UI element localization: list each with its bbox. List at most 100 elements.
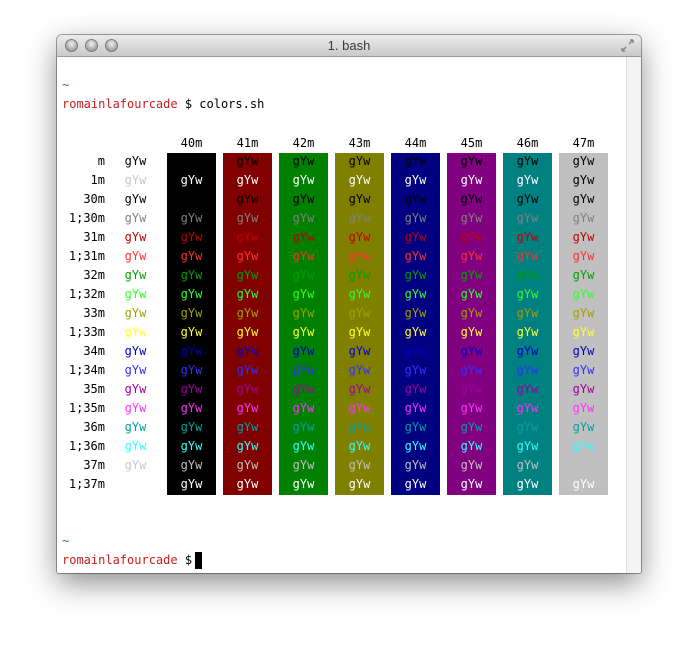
color-sample-40m: gYw — [180, 420, 203, 434]
color-sample-41m: gYw — [236, 268, 259, 282]
color-sample-41m: gYw — [236, 173, 259, 187]
color-sample-41m: gYw — [236, 230, 259, 244]
color-sample-default: gYw — [124, 230, 147, 244]
color-sample-42m: gYw — [292, 477, 315, 491]
color-sample-46m: gYw — [516, 477, 539, 491]
color-sample-43m: gYw — [348, 420, 371, 434]
color-sample-40m: gYw — [180, 230, 203, 244]
color-sample-41m: gYw — [236, 420, 259, 434]
window-title: 1. bash — [327, 38, 371, 53]
color-sample-45m: gYw — [460, 192, 483, 206]
color-sample-41m: gYw — [236, 401, 259, 415]
color-sample-46m: gYw — [516, 420, 539, 434]
bg-column-46m — [503, 153, 552, 495]
color-sample-40m: gYw — [180, 306, 203, 320]
color-sample-40m: gYw — [180, 344, 203, 358]
scrollbar[interactable] — [626, 57, 641, 573]
color-sample-default: gYw — [124, 439, 147, 453]
close-window-button[interactable] — [65, 39, 78, 52]
color-sample-47m: gYw — [572, 249, 595, 263]
color-sample-40m: gYw — [180, 249, 203, 263]
color-sample-44m: gYw — [404, 401, 427, 415]
color-sample-43m: gYw — [348, 192, 371, 206]
color-sample-default: gYw — [124, 382, 147, 396]
color-sample-43m: gYw — [348, 154, 371, 168]
color-sample-46m: gYw — [516, 268, 539, 282]
column-header: 40m — [180, 136, 203, 150]
column-header: 42m — [292, 136, 315, 150]
zoom-window-button[interactable] — [105, 39, 118, 52]
color-sample-44m: gYw — [404, 382, 427, 396]
color-sample-43m: gYw — [348, 363, 371, 377]
bg-column-43m — [335, 153, 384, 495]
color-sample-42m: gYw — [292, 211, 315, 225]
row-label: 36m — [83, 420, 105, 434]
color-sample-44m: gYw — [404, 306, 427, 320]
color-sample-42m: gYw — [292, 249, 315, 263]
color-sample-default: gYw — [124, 268, 147, 282]
color-sample-41m: gYw — [236, 249, 259, 263]
row-label: 1;37m — [68, 477, 105, 491]
color-sample-40m: gYw — [180, 458, 203, 472]
color-sample-41m: gYw — [236, 382, 259, 396]
column-header: 45m — [460, 136, 483, 150]
color-sample-43m: gYw — [348, 249, 371, 263]
color-sample-43m: gYw — [348, 382, 371, 396]
color-sample-41m: gYw — [236, 477, 259, 491]
color-sample-44m: gYw — [404, 344, 427, 358]
row-label: 31m — [83, 230, 105, 244]
color-sample-41m: gYw — [236, 458, 259, 472]
color-sample-42m: gYw — [292, 154, 315, 168]
color-sample-45m: gYw — [460, 173, 483, 187]
row-label: 1;30m — [68, 211, 105, 225]
terminal-content[interactable]: ~ romainlafourcade $ colors.sh 40m 41m 42m… — [57, 57, 626, 573]
cwd-tilde-1: ~ — [62, 78, 70, 92]
prompt-line-command: romainlafourcade $ colors.sh — [62, 96, 264, 112]
row-label: 1;36m — [68, 439, 105, 453]
color-sample-40m: gYw — [180, 382, 203, 396]
color-sample-47m: gYw — [572, 344, 595, 358]
fullscreen-icon[interactable] — [620, 38, 635, 53]
color-sample-44m: gYw — [404, 458, 427, 472]
row-label: 37m — [83, 458, 105, 472]
color-sample-46m: gYw — [516, 458, 539, 472]
color-sample-42m: gYw — [292, 192, 315, 206]
color-sample-47m: gYw — [572, 306, 595, 320]
color-sample-43m: gYw — [348, 439, 371, 453]
color-sample-46m: gYw — [516, 287, 539, 301]
color-sample-42m: gYw — [292, 382, 315, 396]
color-sample-41m: gYw — [236, 192, 259, 206]
bg-column-45m — [447, 153, 496, 495]
color-sample-default: gYw — [124, 306, 147, 320]
color-sample-43m: gYw — [348, 401, 371, 415]
color-sample-43m: gYw — [348, 173, 371, 187]
color-sample-46m: gYw — [516, 306, 539, 320]
color-sample-40m: gYw — [180, 173, 203, 187]
column-header: 44m — [404, 136, 427, 150]
bg-column-44m — [391, 153, 440, 495]
color-sample-43m: gYw — [348, 268, 371, 282]
color-sample-46m: gYw — [516, 154, 539, 168]
color-sample-default: gYw — [124, 420, 147, 434]
column-header: 47m — [572, 136, 595, 150]
color-sample-43m: gYw — [348, 230, 371, 244]
color-sample-44m: gYw — [404, 420, 427, 434]
color-sample-43m: gYw — [348, 325, 371, 339]
row-label: 1;33m — [68, 325, 105, 339]
color-sample-45m: gYw — [460, 363, 483, 377]
minimize-window-button[interactable] — [85, 39, 98, 52]
color-sample-default: gYw — [124, 154, 147, 168]
color-sample-45m: gYw — [460, 420, 483, 434]
row-label: 30m — [83, 192, 105, 206]
color-sample-47m: gYw — [572, 230, 595, 244]
color-sample-45m: gYw — [460, 154, 483, 168]
color-sample-46m: gYw — [516, 192, 539, 206]
color-sample-46m: gYw — [516, 363, 539, 377]
color-sample-default: gYw — [124, 344, 147, 358]
title-bar[interactable]: 1. bash — [57, 35, 641, 57]
color-sample-41m: gYw — [236, 439, 259, 453]
color-sample-46m: gYw — [516, 211, 539, 225]
color-sample-41m: gYw — [236, 325, 259, 339]
color-sample-40m: gYw — [180, 192, 203, 206]
terminal-window: 1. bash ~ romainlafourcade $ colors.sh 4… — [57, 35, 641, 573]
